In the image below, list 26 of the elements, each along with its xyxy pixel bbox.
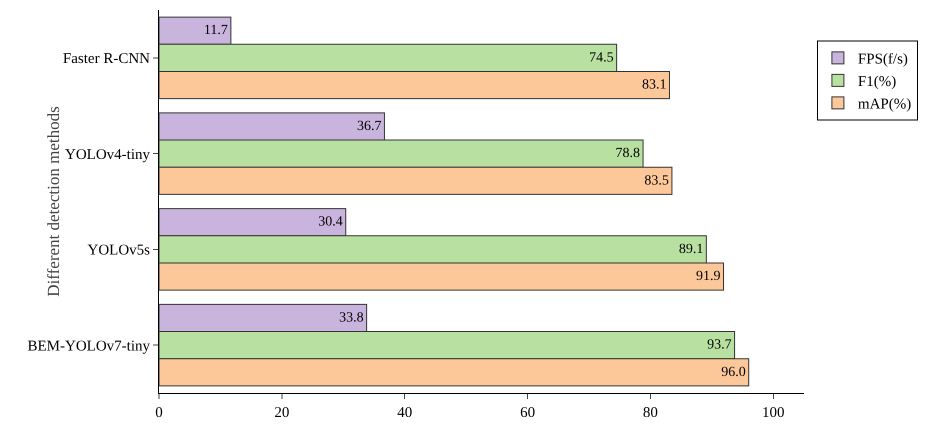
x-tick-label: 80 bbox=[642, 405, 658, 421]
y-axis-title: Different detection methods bbox=[44, 106, 63, 297]
y-tick-label: Faster R-CNN bbox=[62, 51, 150, 68]
data-label: 83.5 bbox=[644, 173, 669, 188]
x-tick-label: 40 bbox=[397, 405, 412, 421]
data-label: 89.1 bbox=[678, 242, 704, 257]
y-tick-label: YOLOv5s bbox=[88, 242, 150, 259]
data-label: 93.7 bbox=[707, 338, 732, 353]
legend-label: FPS(f/s) bbox=[858, 52, 908, 68]
data-label: 96.0 bbox=[721, 364, 746, 380]
data-label: 11.7 bbox=[204, 23, 228, 38]
x-tick-label: 60 bbox=[520, 405, 536, 421]
data-label: 83.1 bbox=[642, 78, 666, 93]
y-tick-label: BEM-YOLOv7-tiny bbox=[28, 338, 150, 354]
data-label: 30.4 bbox=[318, 214, 343, 230]
x-tick-label: 0 bbox=[155, 405, 163, 421]
x-tick-label: 20 bbox=[274, 405, 290, 421]
legend-label: F1(%) bbox=[858, 74, 896, 90]
data-label: 74.5 bbox=[589, 50, 614, 66]
data-label: 33.8 bbox=[339, 310, 364, 326]
data-label: 78.8 bbox=[616, 146, 640, 162]
x-tick-label: 100 bbox=[762, 405, 785, 421]
y-tick-label: YOLOv4-tiny bbox=[65, 146, 150, 163]
data-label: 36.7 bbox=[356, 118, 382, 134]
legend-label: mAP(%) bbox=[858, 96, 912, 113]
data-label: 91.9 bbox=[696, 269, 721, 284]
